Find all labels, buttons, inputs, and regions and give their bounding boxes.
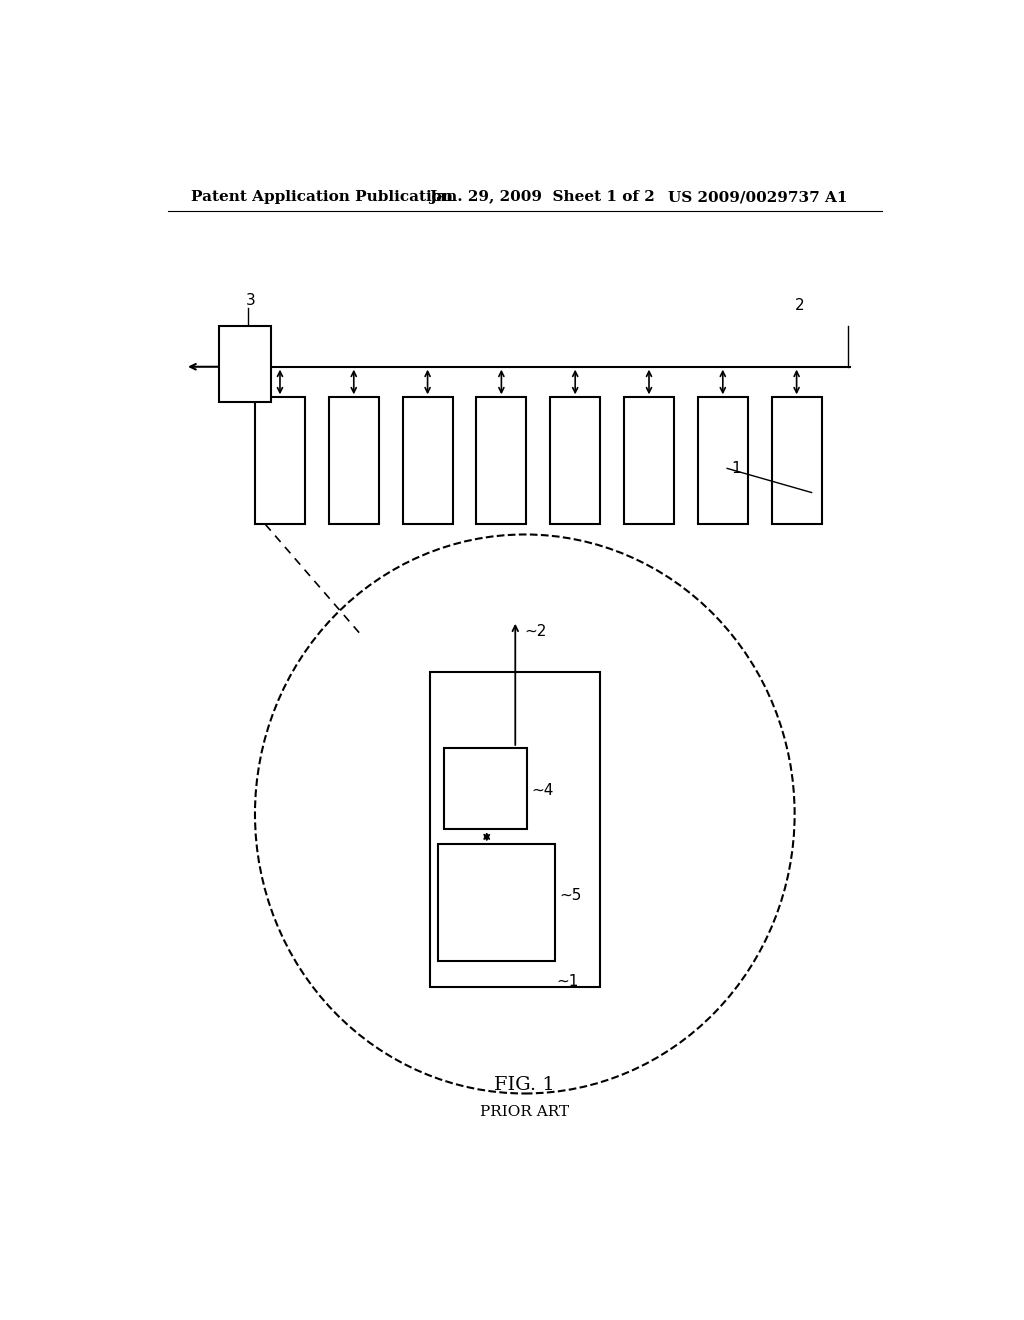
Bar [329, 397, 379, 524]
Bar [550, 397, 600, 524]
Text: PRIOR ART: PRIOR ART [480, 1105, 569, 1119]
Bar [697, 397, 748, 524]
Text: 1: 1 [731, 461, 740, 477]
Bar [255, 397, 305, 524]
Text: ~4: ~4 [531, 783, 554, 799]
Text: ~2: ~2 [524, 623, 547, 639]
Bar [402, 397, 453, 524]
Bar [772, 397, 821, 524]
Text: Patent Application Publication: Patent Application Publication [191, 190, 454, 205]
Bar [624, 397, 674, 524]
Ellipse shape [255, 535, 795, 1093]
Text: 3: 3 [246, 293, 255, 308]
Bar [476, 397, 526, 524]
Bar [219, 326, 270, 403]
Text: ~5: ~5 [559, 888, 582, 903]
Text: 2: 2 [795, 298, 804, 313]
Text: Jan. 29, 2009  Sheet 1 of 2: Jan. 29, 2009 Sheet 1 of 2 [430, 190, 655, 205]
Text: FIG. 1: FIG. 1 [495, 1076, 555, 1094]
Bar [437, 845, 555, 961]
Bar [443, 748, 527, 829]
Text: US 2009/0029737 A1: US 2009/0029737 A1 [668, 190, 847, 205]
Bar [430, 672, 600, 987]
Text: ~1: ~1 [557, 974, 579, 989]
